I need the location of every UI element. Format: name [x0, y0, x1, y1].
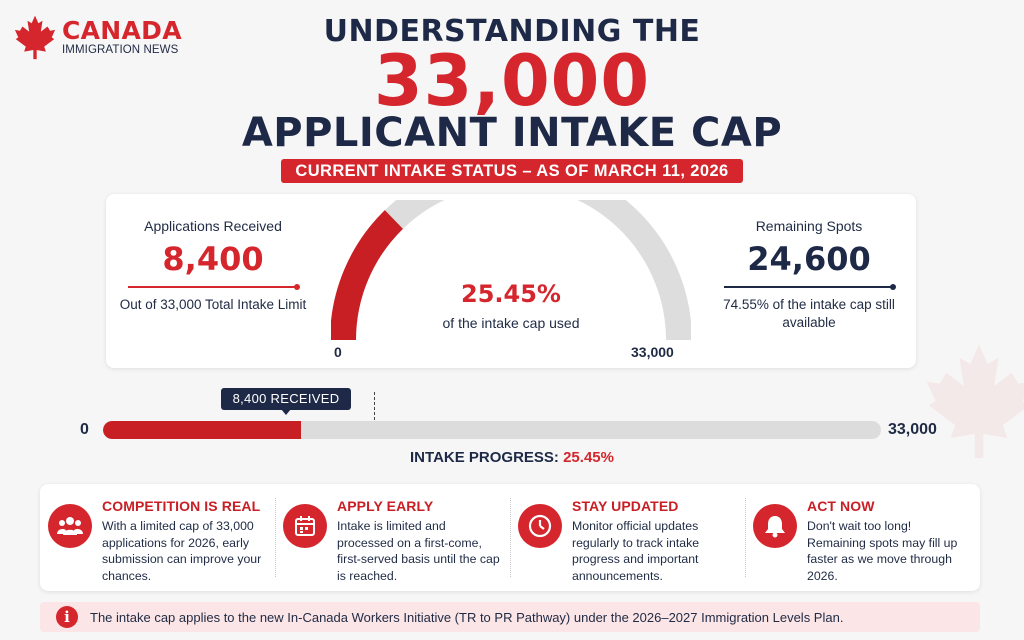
progress-marker-line [374, 392, 375, 420]
brand-logo[interactable]: CANADA IMMIGRATION NEWS [12, 14, 182, 60]
remaining-subtext: 74.55% of the intake cap still available [723, 297, 895, 331]
remaining-divider [724, 284, 896, 290]
footnote-banner: i The intake cap applies to the new In-C… [40, 602, 980, 632]
progress-label: INTAKE PROGRESS: 25.45% [0, 449, 1024, 466]
people-icon [48, 504, 92, 548]
progress-received-tag: 8,400 RECEIVED [221, 388, 351, 410]
brand-tagline: IMMIGRATION NEWS [62, 43, 179, 56]
headline-line-1: UNDERSTANDING THE [323, 14, 701, 49]
calendar-icon [283, 504, 327, 548]
progress-track [103, 421, 881, 439]
received-subtext: Out of 33,000 Total Intake Limit [119, 297, 307, 312]
tip-title: APPLY EARLY [337, 498, 434, 514]
tip-title: COMPETITION IS REAL [102, 498, 261, 514]
background-maple-leaf-icon [926, 344, 1024, 458]
received-value: 8,400 [162, 240, 264, 278]
tip-card: ACT NOW Don't wait too long! Remaining s… [745, 484, 980, 591]
tip-text: Monitor official updates regularly to tr… [572, 519, 700, 583]
gauge-caption: of the intake cap used [442, 315, 580, 331]
bell-icon [753, 504, 797, 548]
tip-body: STAY UPDATED Monitor official updates re… [572, 498, 737, 591]
received-divider [128, 284, 300, 290]
tip-body: ACT NOW Don't wait too long! Remaining s… [807, 498, 972, 591]
tip-text: Don't wait too long! Remaining spots may… [807, 519, 958, 583]
tip-title: STAY UPDATED [572, 498, 679, 514]
received-label: Applications Received [144, 218, 282, 234]
clock-icon [518, 504, 562, 548]
tip-text: With a limited cap of 33,000 application… [102, 519, 262, 583]
progress-label-value: 25.45% [563, 449, 614, 466]
progress-fill [103, 421, 301, 439]
gauge-max-label: 33,000 [631, 344, 674, 360]
remaining-stat: Remaining Spots 24,600 74.55% of the int… [702, 218, 916, 332]
received-stat: Applications Received 8,400 Out of 33,00… [106, 218, 320, 314]
intake-gauge [331, 200, 691, 341]
tips-panel: COMPETITION IS REAL With a limited cap o… [40, 484, 980, 591]
brand-text: CANADA IMMIGRATION NEWS [62, 18, 182, 57]
tip-card: APPLY EARLY Intake is limited and proces… [275, 484, 510, 591]
info-icon: i [56, 606, 78, 628]
tip-text: Intake is limited and processed on a fir… [337, 519, 500, 583]
tip-body: COMPETITION IS REAL With a limited cap o… [102, 498, 267, 591]
tip-title: ACT NOW [807, 498, 875, 514]
gauge-min-label: 0 [334, 344, 342, 360]
remaining-label: Remaining Spots [755, 218, 863, 234]
progress-tag-pointer [281, 409, 291, 415]
gauge-fill [331, 210, 404, 341]
footnote-text: The intake cap applies to the new In-Can… [90, 609, 844, 625]
tip-card: STAY UPDATED Monitor official updates re… [510, 484, 745, 591]
intake-status-card: Applications Received 8,400 Out of 33,00… [106, 194, 916, 368]
tip-card: COMPETITION IS REAL With a limited cap o… [40, 484, 275, 591]
progress-max-label: 33,000 [888, 421, 937, 438]
headline-number: 33,000 [373, 40, 651, 122]
progress-min-label: 0 [80, 421, 89, 438]
maple-leaf-icon [14, 15, 56, 60]
progress-label-prefix: INTAKE PROGRESS: [410, 449, 559, 466]
remaining-value: 24,600 [747, 240, 871, 278]
tip-body: APPLY EARLY Intake is limited and proces… [337, 498, 502, 591]
status-banner: CURRENT INTAKE STATUS – AS OF MARCH 11, … [281, 159, 743, 183]
gauge-percent: 25.45% [461, 280, 561, 308]
headline-line-3: APPLICANT INTAKE CAP [241, 110, 783, 156]
brand-name: CANADA [62, 15, 182, 45]
